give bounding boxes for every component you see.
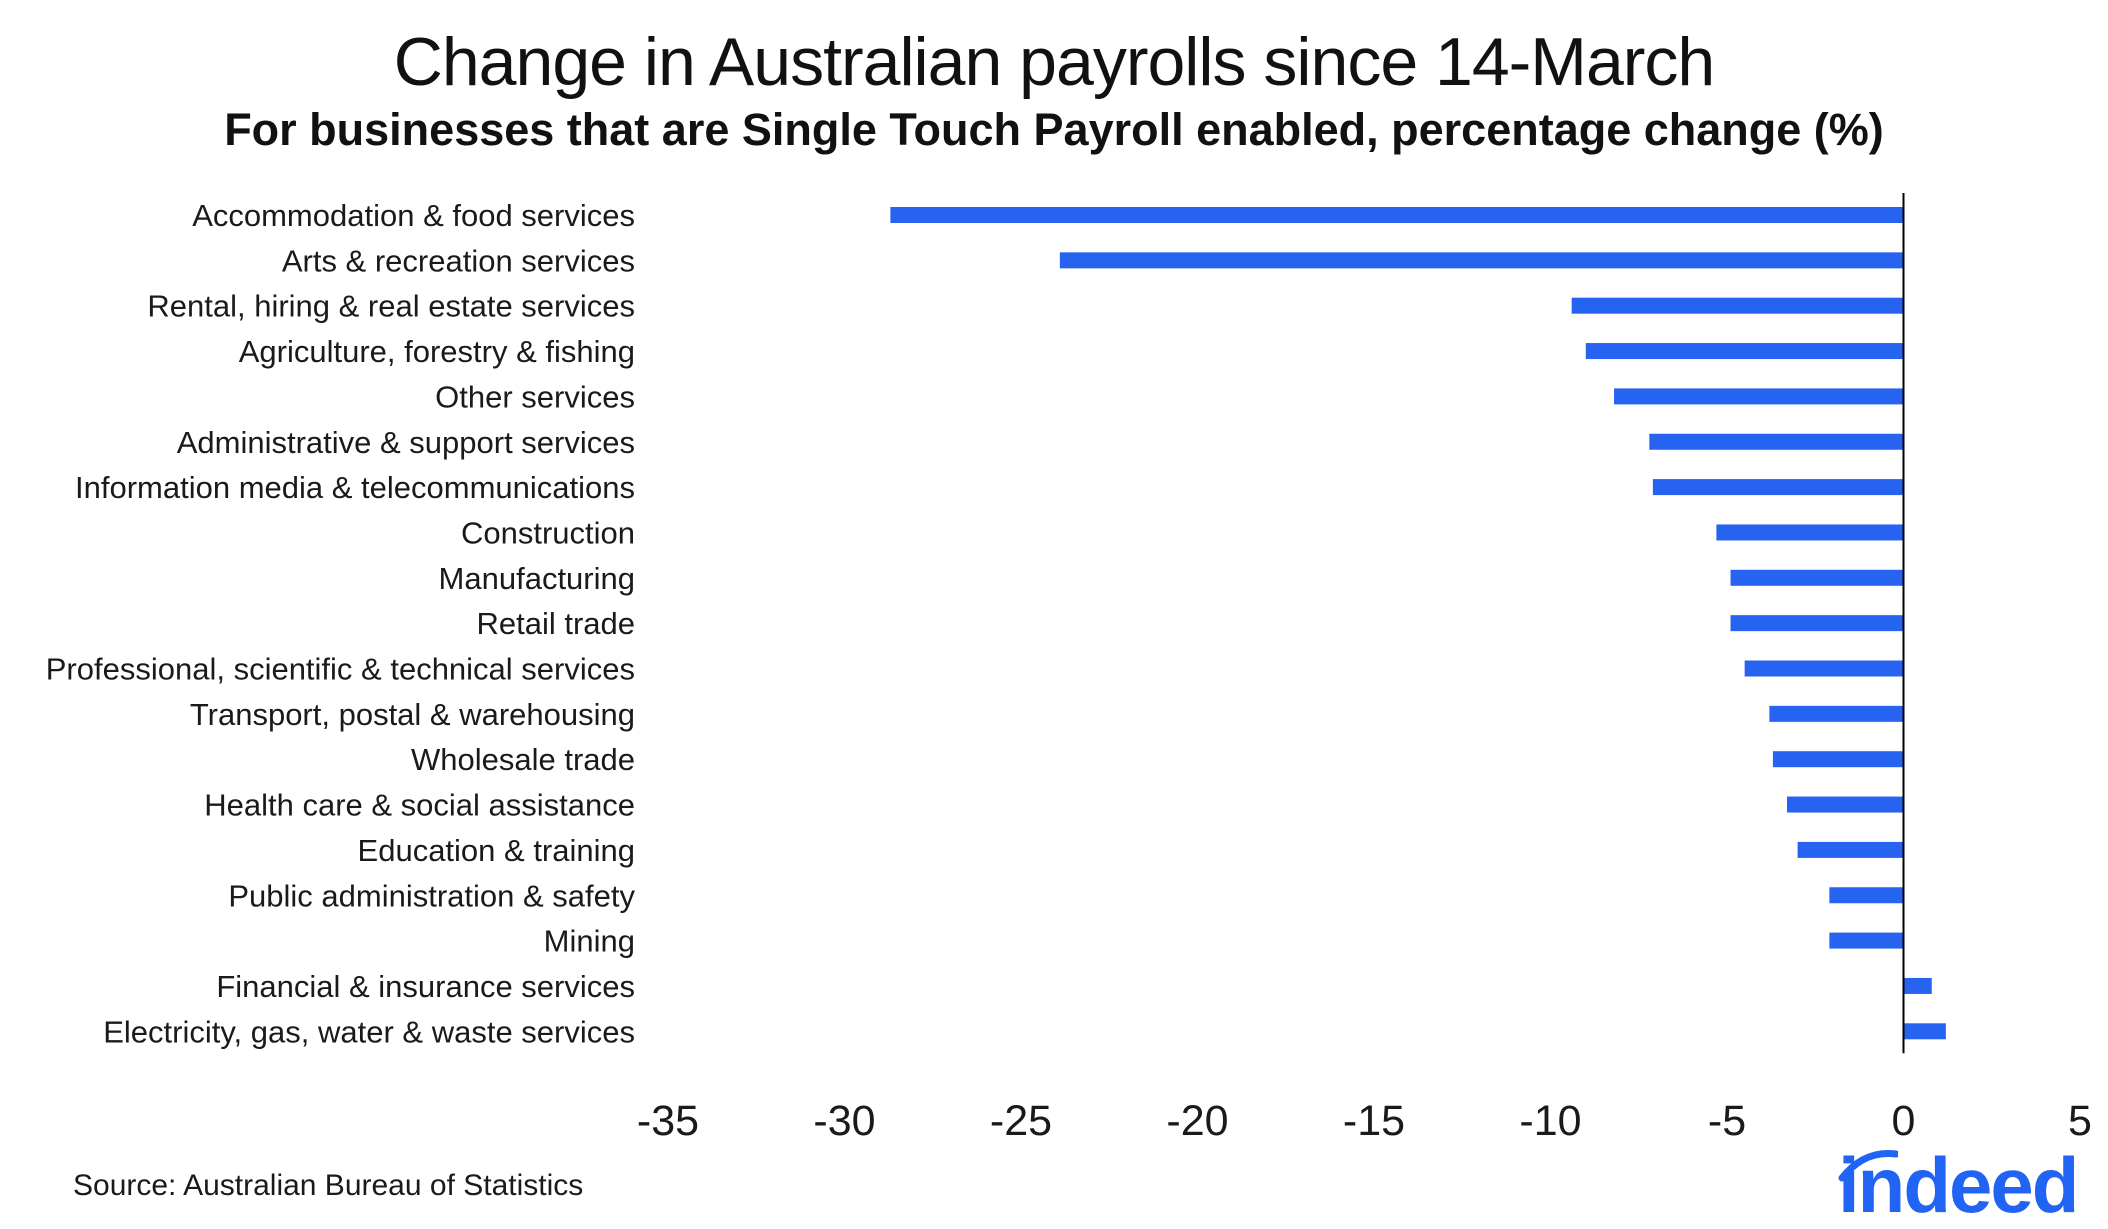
x-tick-label: -10 — [1519, 1097, 1581, 1145]
bar-6 — [1652, 479, 1904, 496]
category-label: Arts & recreation services — [282, 243, 635, 278]
indeed-logo-arc-icon — [1838, 1150, 1898, 1182]
category-label: Manufacturing — [439, 561, 635, 596]
bar-10 — [1744, 660, 1904, 677]
category-label: Public administration & safety — [228, 878, 635, 913]
category-label: Transport, postal & warehousing — [190, 697, 635, 732]
x-tick-label: 0 — [1892, 1097, 1916, 1145]
chart-subtitle: For businesses that are Single Touch Pay… — [224, 104, 1884, 155]
x-tick-label: -15 — [1343, 1097, 1405, 1145]
bar-4 — [1614, 388, 1904, 405]
bars-group — [890, 207, 1946, 1040]
category-label: Construction — [461, 515, 635, 550]
bar-3 — [1585, 343, 1904, 360]
bar-12 — [1772, 751, 1904, 768]
bar-1 — [1059, 252, 1904, 269]
bar-16 — [1829, 932, 1904, 949]
category-label: Electricity, gas, water & waste services — [103, 1014, 635, 1049]
category-label: Information media & telecommunications — [75, 470, 635, 505]
category-label: Accommodation & food services — [192, 198, 635, 233]
category-label: Professional, scientific & technical ser… — [46, 652, 635, 687]
bar-5 — [1649, 433, 1904, 450]
category-label: Other services — [435, 379, 635, 414]
x-tick-label: -25 — [990, 1097, 1052, 1145]
category-label: Financial & insurance services — [216, 969, 635, 1004]
category-label: Agriculture, forestry & fishing — [239, 334, 635, 369]
bar-0 — [890, 207, 1904, 223]
x-tick-label: -30 — [813, 1097, 875, 1145]
category-label: Retail trade — [476, 606, 635, 641]
x-tick-label: -5 — [1708, 1097, 1746, 1145]
bar-15 — [1829, 887, 1904, 904]
x-tick-label: -35 — [637, 1097, 699, 1145]
bar-18 — [1903, 1023, 1946, 1040]
category-label: Education & training — [358, 833, 635, 868]
category-labels: Accommodation & food services Arts & recr… — [46, 198, 636, 1049]
x-axis-ticks: -35 -30 -25 -20 -15 -10 -5 0 5 — [637, 1097, 2092, 1145]
x-tick-label: 5 — [2068, 1097, 2092, 1145]
bar-9 — [1730, 615, 1904, 632]
category-label: Wholesale trade — [411, 742, 635, 777]
bar-2 — [1571, 297, 1904, 314]
x-tick-label: -20 — [1166, 1097, 1228, 1145]
bar-13 — [1787, 796, 1904, 813]
bar-8 — [1730, 569, 1904, 586]
bar-11 — [1769, 705, 1904, 722]
chart-title: Change in Australian payrolls since 14-M… — [393, 24, 1715, 100]
category-label: Administrative & support services — [177, 425, 635, 460]
category-label: Health care & social assistance — [204, 788, 635, 823]
bar-17 — [1903, 977, 1932, 994]
source-note: Source: Australian Bureau of Statistics — [73, 1169, 584, 1202]
bar-14 — [1797, 841, 1904, 858]
category-label: Mining — [544, 924, 635, 959]
bar-7 — [1716, 524, 1904, 541]
category-label: Rental, hiring & real estate services — [147, 289, 635, 324]
